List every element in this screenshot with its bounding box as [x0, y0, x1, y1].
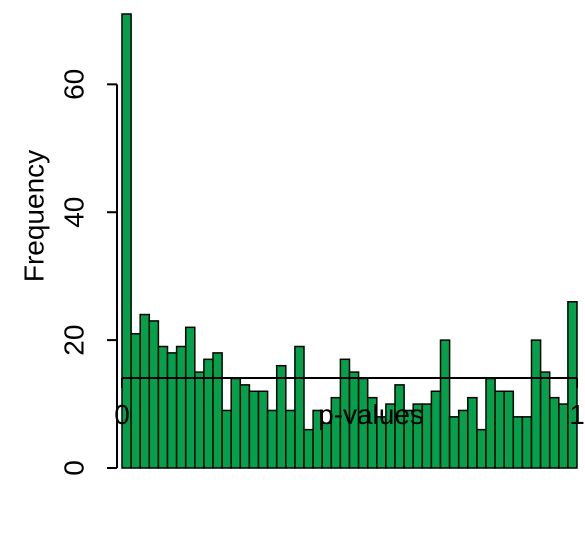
histogram-bar — [194, 371, 205, 469]
histogram-bar — [157, 345, 169, 469]
histogram-bar — [248, 390, 260, 469]
histogram-bar — [166, 352, 178, 469]
x-axis-title: p-values — [318, 399, 424, 430]
x-axis-tick-label: 0 — [114, 399, 130, 430]
histogram-bar — [294, 345, 305, 469]
histogram-bar — [121, 13, 132, 469]
y-axis-tick-label: 0 — [58, 460, 89, 476]
histogram-bar — [539, 371, 551, 469]
histogram-bar — [567, 300, 578, 469]
histogram-bar — [203, 358, 214, 469]
histogram-bar — [430, 390, 442, 469]
histogram-bar — [503, 390, 515, 469]
y-axis-tick-label: 20 — [58, 325, 89, 356]
histogram-bar — [439, 339, 451, 469]
histogram-bar — [485, 377, 496, 469]
histogram-bar — [139, 313, 151, 469]
histogram-bar — [285, 409, 296, 469]
histogram-bar — [494, 390, 505, 469]
y-axis-tick-label: 60 — [58, 69, 89, 100]
histogram-bar — [175, 345, 187, 469]
histogram-bar — [558, 403, 569, 469]
y-axis-tick-label: 40 — [58, 197, 89, 228]
histogram-bar — [530, 339, 542, 469]
histogram-bar — [467, 396, 478, 469]
histogram-bar — [212, 352, 223, 469]
histogram-bar — [148, 320, 160, 469]
histogram-bar — [448, 416, 460, 469]
histogram-bar — [130, 332, 141, 469]
histogram-bar — [303, 428, 314, 469]
histogram-bar — [548, 396, 560, 469]
histogram-bar — [184, 326, 196, 469]
histogram-bar — [457, 409, 469, 469]
histogram-bar — [476, 428, 487, 469]
histogram-bar — [221, 409, 232, 469]
y-axis-title: Frequency — [18, 150, 49, 282]
histogram-bar — [521, 416, 533, 469]
histogram-bar — [266, 409, 278, 469]
histogram-bar — [275, 364, 287, 469]
x-axis-tick-label: 1 — [569, 399, 585, 430]
labels-layer: p-values Frequency 0 20 40 60 0 1 — [18, 69, 584, 476]
histogram-bar — [230, 377, 242, 469]
bars-layer — [121, 13, 578, 469]
histogram-bar — [257, 390, 269, 469]
axes-layer — [107, 83, 578, 469]
histogram-bar — [239, 384, 251, 469]
histogram-bar — [512, 416, 524, 469]
